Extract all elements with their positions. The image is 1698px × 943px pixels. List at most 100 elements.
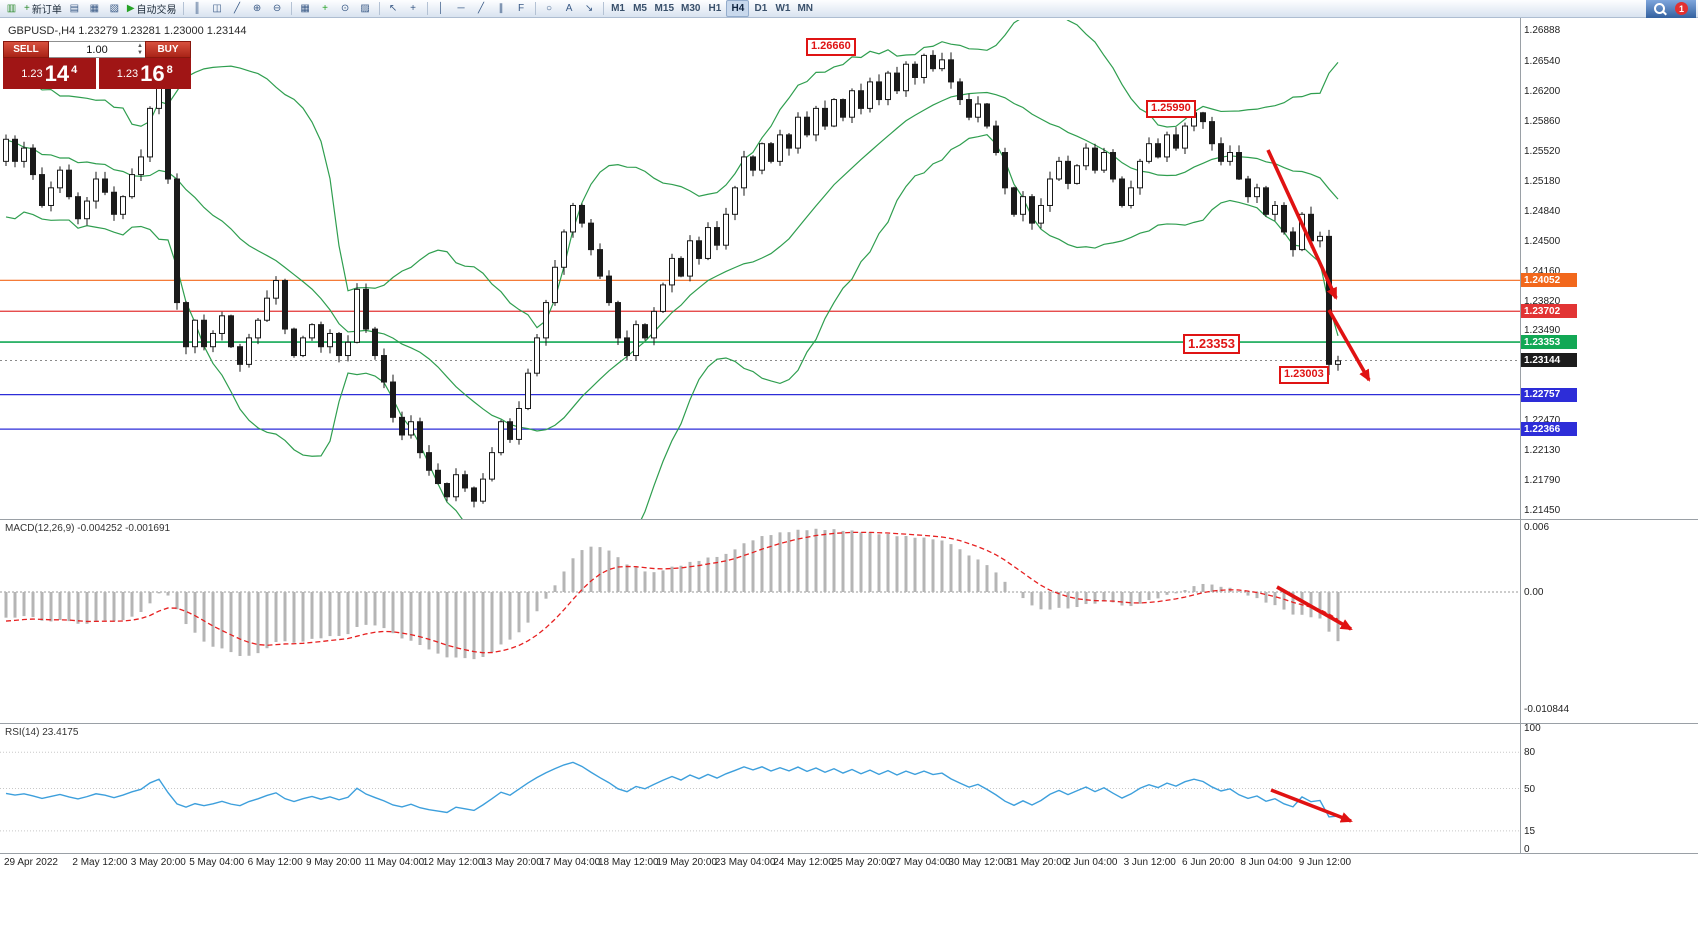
timeframe-m30-button[interactable]: M30 <box>681 3 701 14</box>
market-watch-icon[interactable]: ▤ <box>65 1 84 16</box>
tile-windows-icon[interactable]: ▦ <box>296 1 315 16</box>
vertical-line-icon[interactable]: │ <box>432 1 451 16</box>
candle <box>507 421 513 440</box>
spinner-up-icon[interactable]: ▲ <box>137 43 143 49</box>
arrow-tools-icon[interactable]: ↘ <box>580 1 599 16</box>
price-axis-label: 1.22130 <box>1524 444 1561 456</box>
buy-button[interactable]: BUY <box>145 41 191 58</box>
crosshair-icon[interactable]: + <box>404 1 423 16</box>
price-annotation: 1.26660 <box>806 38 856 56</box>
bar-chart-icon[interactable]: ║ <box>188 1 207 16</box>
timeframe-h4-button[interactable]: H4 <box>726 0 750 17</box>
candle <box>3 138 9 162</box>
fibonacci-icon: F <box>517 2 525 14</box>
text-icon[interactable]: A <box>560 1 579 16</box>
horizontal-line-icon[interactable]: ─ <box>452 1 471 16</box>
channel-icon[interactable]: ∥ <box>492 1 511 16</box>
text-icon: A <box>565 2 573 14</box>
candle <box>39 174 45 206</box>
timeframe-w1-button[interactable]: W1 <box>775 3 791 14</box>
candle <box>210 332 216 348</box>
buy-price[interactable]: 1.23 16 8 <box>98 58 191 89</box>
candle <box>1209 121 1215 145</box>
buy-price-small: 1.23 <box>116 68 139 80</box>
candle <box>993 125 999 154</box>
candle <box>57 169 63 189</box>
candle <box>264 297 270 321</box>
candle <box>1254 187 1260 198</box>
candle <box>1218 143 1224 162</box>
candle <box>165 76 171 180</box>
new-order-button[interactable]: + 新订单 <box>22 1 64 16</box>
sell-button[interactable]: SELL <box>3 41 49 58</box>
fibonacci-icon[interactable]: F <box>512 1 531 16</box>
line-chart-icon[interactable]: ╱ <box>228 1 247 16</box>
candle <box>1101 152 1107 171</box>
periods-icon[interactable]: ⊙ <box>336 1 355 16</box>
price-tag: 1.23353 <box>1521 335 1577 350</box>
candle <box>957 81 963 101</box>
candle <box>246 337 252 365</box>
zoom-in-icon[interactable]: ⊕ <box>248 1 267 16</box>
indicators-icon[interactable]: + <box>316 1 335 16</box>
candle <box>939 59 945 70</box>
data-window-icon[interactable]: ▦ <box>85 1 104 16</box>
candle <box>732 187 738 215</box>
toolbar-separator <box>182 2 184 15</box>
search-icon[interactable] <box>1654 3 1665 14</box>
candle <box>678 257 684 277</box>
spinner-down-icon[interactable]: ▼ <box>137 50 143 56</box>
periods-icon: ⊙ <box>340 2 350 14</box>
shapes-icon[interactable]: ○ <box>540 1 559 16</box>
zoom-out-icon[interactable]: ⊖ <box>268 1 287 16</box>
candlestick-chart-icon[interactable]: ◫ <box>208 1 227 16</box>
toolbar-right-zone: 1 <box>1646 0 1696 18</box>
candle <box>1263 187 1269 215</box>
candle <box>84 200 90 220</box>
templates-icon[interactable]: ▨ <box>356 1 375 16</box>
time-axis-label: 6 May 12:00 <box>247 857 303 868</box>
trend-arrow <box>1270 788 1353 823</box>
price-axis-label: 1.23490 <box>1524 324 1561 336</box>
candle <box>561 231 567 268</box>
candle <box>66 169 72 198</box>
candle <box>1002 152 1008 189</box>
symbol-info: GBPUSD-,H4 1.23279 1.23281 1.23000 1.231… <box>8 25 247 37</box>
vertical-line-icon: │ <box>437 2 445 14</box>
timeframe-m15-button[interactable]: M15 <box>654 3 674 14</box>
time-axis-label: 3 Jun 12:00 <box>1123 857 1176 868</box>
candle <box>381 355 387 383</box>
cursor-icon[interactable]: ↖ <box>384 1 403 16</box>
trend-arrow <box>1276 585 1353 631</box>
timeframe-m5-button[interactable]: M5 <box>633 3 647 14</box>
timeframe-mn-button[interactable]: MN <box>797 3 814 14</box>
candle <box>588 222 594 251</box>
time-axis-label: 11 May 04:00 <box>364 857 425 868</box>
time-axis-label: 6 Jun 20:00 <box>1182 857 1235 868</box>
sell-price[interactable]: 1.23 14 4 <box>3 58 96 89</box>
candle <box>975 103 981 118</box>
volume-spinner[interactable]: ▲ ▼ <box>137 43 143 57</box>
sell-price-big: 14 <box>44 61 70 86</box>
candle <box>777 134 783 162</box>
candle <box>885 72 891 101</box>
notification-badge[interactable]: 1 <box>1675 2 1688 15</box>
candle <box>1074 165 1080 184</box>
trendline-icon[interactable]: ╱ <box>472 1 491 16</box>
timeframe-m1-button[interactable]: M1 <box>611 3 625 14</box>
macd-signal-line <box>5 531 1339 654</box>
candle <box>1119 178 1125 206</box>
candle <box>822 107 828 127</box>
candle <box>1092 147 1098 171</box>
navigator-icon: ▧ <box>109 2 120 14</box>
time-axis-label: 29 Apr 2022 <box>4 857 58 868</box>
candle <box>624 337 630 357</box>
timeframe-h1-button[interactable]: H1 <box>708 3 722 14</box>
autotrading-button[interactable]: ▶ 自动交易 <box>125 1 179 16</box>
timeframe-d1-button[interactable]: D1 <box>754 3 768 14</box>
time-axis-label: 2 Jun 04:00 <box>1065 857 1118 868</box>
navigator-icon[interactable]: ▧ <box>105 1 124 16</box>
volume-input[interactable]: 1.00 ▲ ▼ <box>49 41 145 58</box>
candle <box>606 275 612 304</box>
